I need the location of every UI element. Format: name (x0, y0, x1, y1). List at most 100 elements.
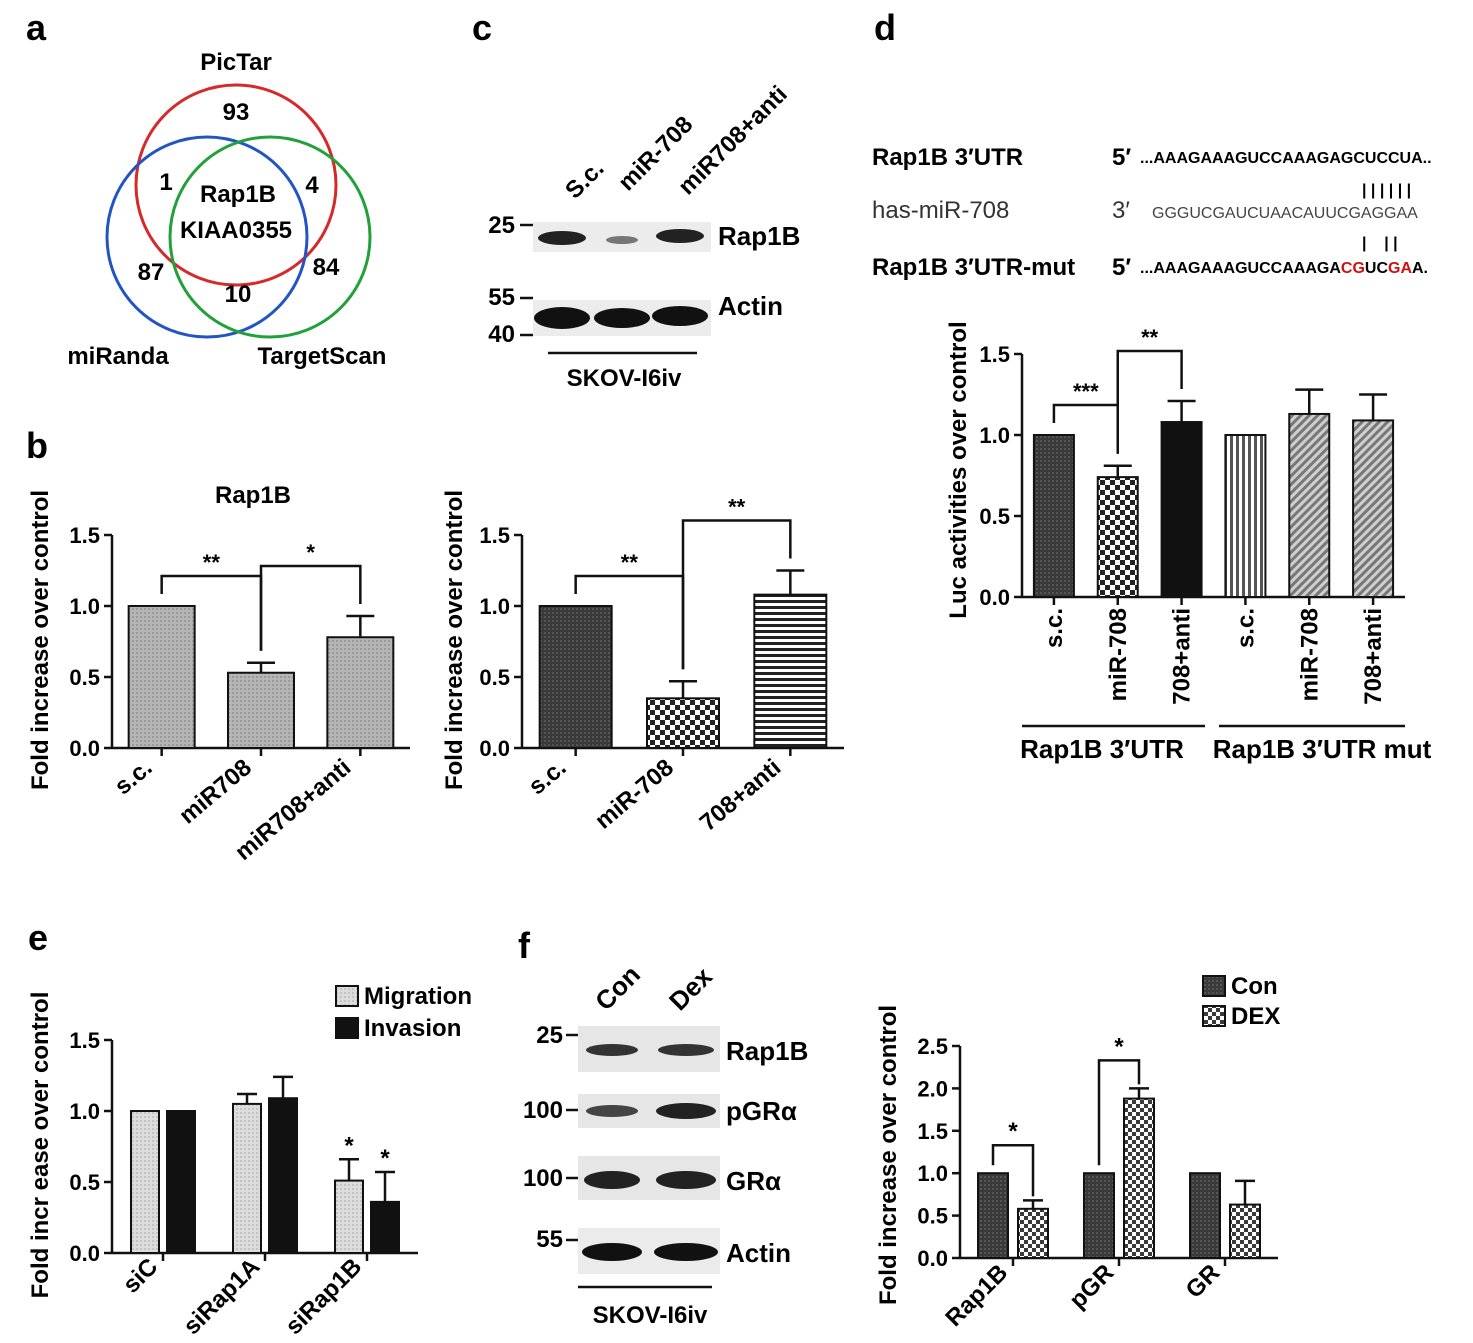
venn-gene-rap1b: Rap1B (200, 181, 276, 208)
venn-label-pictar: PicTar (200, 49, 272, 76)
chart-migration-invasion: 0.0 0.5 1.0 1.5 Fold incr ease over control s… (27, 983, 472, 1340)
bar (268, 1097, 298, 1254)
legend-swatch (1202, 1005, 1226, 1027)
chart-title: Rap1B (215, 482, 291, 509)
bar (977, 1172, 1009, 1259)
bar (326, 636, 395, 749)
y-tick-label: 0.0 (69, 736, 100, 761)
y-axis-label: Fold increase over control (875, 1005, 902, 1305)
bar (753, 593, 828, 750)
legend-swatch (335, 1017, 359, 1039)
y-axis-label: Fold increase over control (441, 490, 468, 790)
bar (1083, 1172, 1115, 1259)
legend-swatch (1202, 975, 1226, 997)
seq-end-utr: 5′ (1112, 144, 1131, 171)
significance-bracket (991, 1143, 1035, 1197)
panel-label-e: e (28, 917, 48, 958)
group-label-utr: Rap1B 3′UTR (1020, 734, 1184, 764)
x-tick-label: GR (1181, 1259, 1226, 1304)
y-tick-label: 0.0 (479, 736, 510, 761)
venn-diagram: PicTar miRanda TargetScan 93 1 4 Rap1B K… (67, 49, 386, 370)
y-tick-label: 1.5 (69, 1028, 100, 1053)
significance-label: *** (1073, 379, 1099, 404)
band-f-pgr-dex (656, 1103, 716, 1119)
bar (1017, 1207, 1049, 1260)
y-axis-label: Fold increase over control (27, 490, 54, 790)
band-rap1b-mir708 (606, 236, 638, 244)
legend-swatch (335, 985, 359, 1007)
band-f-actin-con (582, 1243, 642, 1261)
panel-label-c: c (472, 7, 492, 48)
x-tick-label: pGR (1064, 1259, 1119, 1314)
y-tick-label: 1.0 (979, 423, 1010, 448)
band-label-f-gr: GRα (726, 1166, 781, 1196)
y-axis-label: Luc activities over control (945, 321, 972, 618)
venn-circle-pictar (134, 83, 338, 287)
band-f-actin-dex (654, 1243, 718, 1261)
legend-label: Migration (364, 983, 472, 1010)
western-blot-c: S.c. miR-708 miR708+anti 25 Rap1B 55 40 … (488, 81, 800, 392)
venn-count-miranda-only: 87 (138, 259, 165, 286)
band-actin-sc (534, 307, 590, 329)
chart-rap1b-protein: 0.0 0.5 1.0 1.5 Fold increase over control s.… (441, 490, 844, 837)
seq-mut-change-2: GA (1388, 260, 1412, 277)
sequence-alignment: Rap1B 3′UTR 5′ ...AAAGAAAGUCCAAAGAGCUCCU… (872, 144, 1432, 281)
legend-label: Con (1231, 973, 1278, 1000)
band-label-f-actin: Actin (726, 1238, 791, 1268)
seq-mirna: GGGUCGAUCUAACAUUCGAGGAA (1152, 205, 1418, 222)
significance-bracket (1116, 349, 1183, 454)
marker-40: 40 (488, 321, 515, 348)
x-tick-label: miR-708 (590, 754, 679, 835)
band-actin-anti (652, 306, 708, 326)
venn-label-miranda: miRanda (67, 343, 169, 370)
x-tick-label: miR-708 (1105, 608, 1132, 701)
significance-label: * (344, 1132, 354, 1159)
x-tick-label: 708+anti (1169, 608, 1196, 705)
venn-circle-miranda (105, 135, 309, 339)
y-tick-label: 0.0 (979, 585, 1010, 610)
significance-label: ** (621, 550, 639, 575)
band-f-gr-dex (656, 1171, 716, 1189)
f-marker-25: 25 (536, 1022, 563, 1049)
bar (1189, 1172, 1221, 1259)
bar (1160, 421, 1203, 599)
bar (1352, 419, 1395, 599)
panel-label-d: d (874, 7, 896, 48)
y-tick-label: 1.0 (917, 1161, 948, 1186)
significance-label: * (380, 1145, 390, 1172)
bar (1229, 1203, 1261, 1260)
bar (1032, 434, 1075, 598)
bar (1224, 434, 1267, 598)
x-tick-label: s.c. (524, 754, 572, 800)
venn-count-miranda-targetscan: 10 (225, 281, 252, 308)
venn-count-pictar-only: 93 (223, 99, 250, 126)
marker-55: 55 (488, 284, 515, 311)
x-tick-label: siRap1B (280, 1253, 367, 1340)
x-tick-label: 708+anti (1360, 608, 1387, 705)
panel-label-f: f (518, 925, 531, 966)
significance-bracket (1097, 1059, 1141, 1166)
y-tick-label: 1.5 (979, 342, 1010, 367)
bar (227, 671, 295, 749)
lane-label-mir708-anti: miR708+anti (673, 81, 793, 201)
venn-circle-targetscan (168, 135, 372, 339)
band-f-pgr-con (586, 1105, 638, 1117)
venn-count-targetscan-only: 84 (313, 254, 340, 281)
seq-mut-mid: UC (1365, 260, 1389, 277)
bar (1096, 476, 1139, 598)
chart-dex-treatment: 0.0 0.5 1.0 1.5 2.0 2.5 Fold increase over con… (875, 973, 1280, 1332)
y-tick-label: 2.0 (917, 1076, 948, 1101)
x-tick-label: miR708 (174, 754, 257, 830)
legend-label: Invasion (364, 1015, 461, 1042)
f-marker-55: 55 (536, 1226, 563, 1253)
significance-label: * (1008, 1118, 1018, 1145)
x-tick-label: s.c. (1232, 608, 1259, 648)
y-tick-label: 0.5 (69, 665, 100, 690)
seq-name-mut: Rap1B 3′UTR-mut (872, 254, 1075, 281)
x-tick-label: 708+anti (695, 754, 786, 837)
significance-label: ** (203, 550, 221, 575)
seq-mut: ...AAAGAAAGUCCAAAGACGUCGAA. (1140, 260, 1428, 277)
x-tick-label: Rap1B (940, 1259, 1013, 1332)
band-rap1b-anti (656, 229, 704, 243)
y-tick-label: 0.5 (69, 1170, 100, 1195)
